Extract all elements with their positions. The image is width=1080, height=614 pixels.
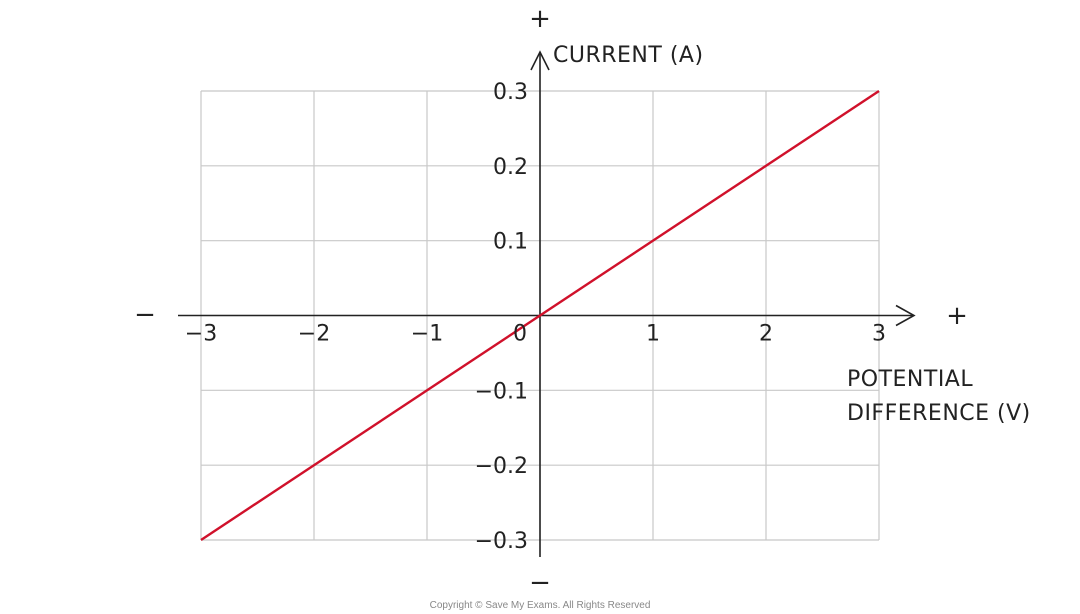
x-tick-label: 3 <box>872 322 886 347</box>
y-axis-title: CURRENT (A) <box>553 43 704 68</box>
series <box>200 89 880 542</box>
y-axis-arrowhead <box>530 50 550 71</box>
x-axis-arrowhead <box>895 304 916 327</box>
x-tick-label: −1 <box>411 322 443 347</box>
x-axis-title-line-1: POTENTIAL <box>847 367 973 392</box>
x-tick-label: 0 <box>513 322 527 347</box>
x-positive-sign: + <box>946 301 968 331</box>
y-positive-sign: + <box>529 4 551 34</box>
x-tick-label: 2 <box>759 322 773 347</box>
y-tick-label: −0.2 <box>475 454 528 479</box>
x-tick-label: −2 <box>298 322 330 347</box>
series-line <box>200 89 880 542</box>
copyright-notice: Copyright © Save My Exams. All Rights Re… <box>430 600 651 611</box>
x-axis-title-line-2: DIFFERENCE (V) <box>847 401 1031 426</box>
x-tick-labels: −3 −2 −1 0 1 2 3 <box>185 322 886 347</box>
x-negative-sign: − <box>134 300 156 330</box>
y-tick-label: 0.1 <box>493 230 528 255</box>
x-tick-label: 1 <box>646 322 660 347</box>
y-tick-label: −0.3 <box>475 529 528 554</box>
y-tick-label: −0.1 <box>475 379 528 404</box>
y-tick-label: 0.2 <box>493 155 528 180</box>
y-tick-label: 0.3 <box>493 80 528 105</box>
y-tick-labels: −0.3 −0.2 −0.1 0.1 0.2 0.3 <box>475 80 528 554</box>
y-negative-sign: − <box>529 568 551 598</box>
axes <box>178 50 916 557</box>
x-tick-label: −3 <box>185 322 217 347</box>
